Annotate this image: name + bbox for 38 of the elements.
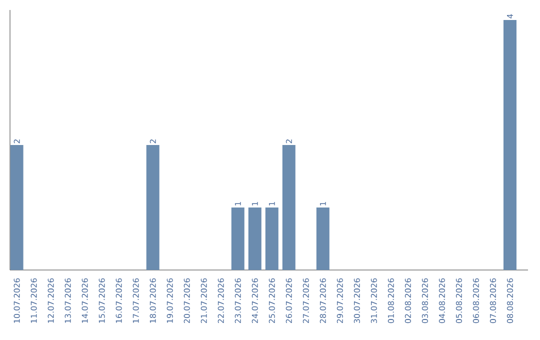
x-tick-label: 29.07.2026 [336, 278, 343, 324]
x-tick-label: 17.07.2026 [132, 278, 139, 323]
x-tick-label: 14.07.2026 [82, 278, 88, 323]
x-tick-label: 16.07.2026 [116, 278, 122, 323]
data-label: 2 [286, 140, 292, 144]
x-tick-label: 27.07.2026 [302, 278, 309, 324]
data-label: 1 [268, 202, 275, 206]
x-tick-label: 20.07.2026 [184, 278, 190, 324]
x-tick-label: 04.08.2026 [438, 278, 445, 324]
x-tick-label: 10.07.2026 [14, 278, 20, 323]
x-tick-label: 24.07.2026 [252, 278, 258, 324]
data-label: 1 [234, 202, 241, 206]
x-tick-label: 07.08.2026 [490, 278, 496, 324]
x-tick-label: 05.08.2026 [456, 278, 462, 324]
x-tick-label: 15.07.2026 [98, 278, 105, 323]
x-tick-label: 06.08.2026 [472, 278, 479, 324]
x-tick-label: 02.08.2026 [404, 278, 411, 324]
x-tick-label: 22.07.2026 [218, 278, 224, 324]
data-label: 1 [252, 202, 258, 206]
x-tick-label: 12.07.2026 [48, 278, 54, 323]
x-tick-label: 31.07.2026 [370, 278, 377, 323]
x-tick-label: 23.07.2026 [234, 278, 241, 324]
x-tick-label: 08.08.2026 [506, 278, 514, 324]
data-label: 2 [150, 140, 156, 144]
x-tick-label: 01.08.2026 [388, 278, 394, 324]
x-tick-label: 28.07.2026 [320, 278, 326, 324]
x-tick-label: 26.07.2026 [286, 278, 292, 324]
x-tick-label: 21.07.2026 [200, 278, 207, 324]
x-tick-label: 18.07.2026 [150, 278, 156, 323]
x-tick-label: 25.07.2026 [268, 278, 275, 324]
data-label: 4 [507, 14, 513, 18]
x-tick-label: 30.07.2026 [354, 278, 360, 323]
x-tick-label: 13.07.2026 [64, 278, 71, 323]
x-tick-label: 11.07.2026 [30, 278, 37, 323]
x-tick-label: 03.08.2026 [422, 278, 428, 324]
x-tick-label: 19.07.2026 [166, 278, 173, 323]
data-label: 2 [14, 140, 20, 144]
data-label: 1 [320, 202, 326, 206]
